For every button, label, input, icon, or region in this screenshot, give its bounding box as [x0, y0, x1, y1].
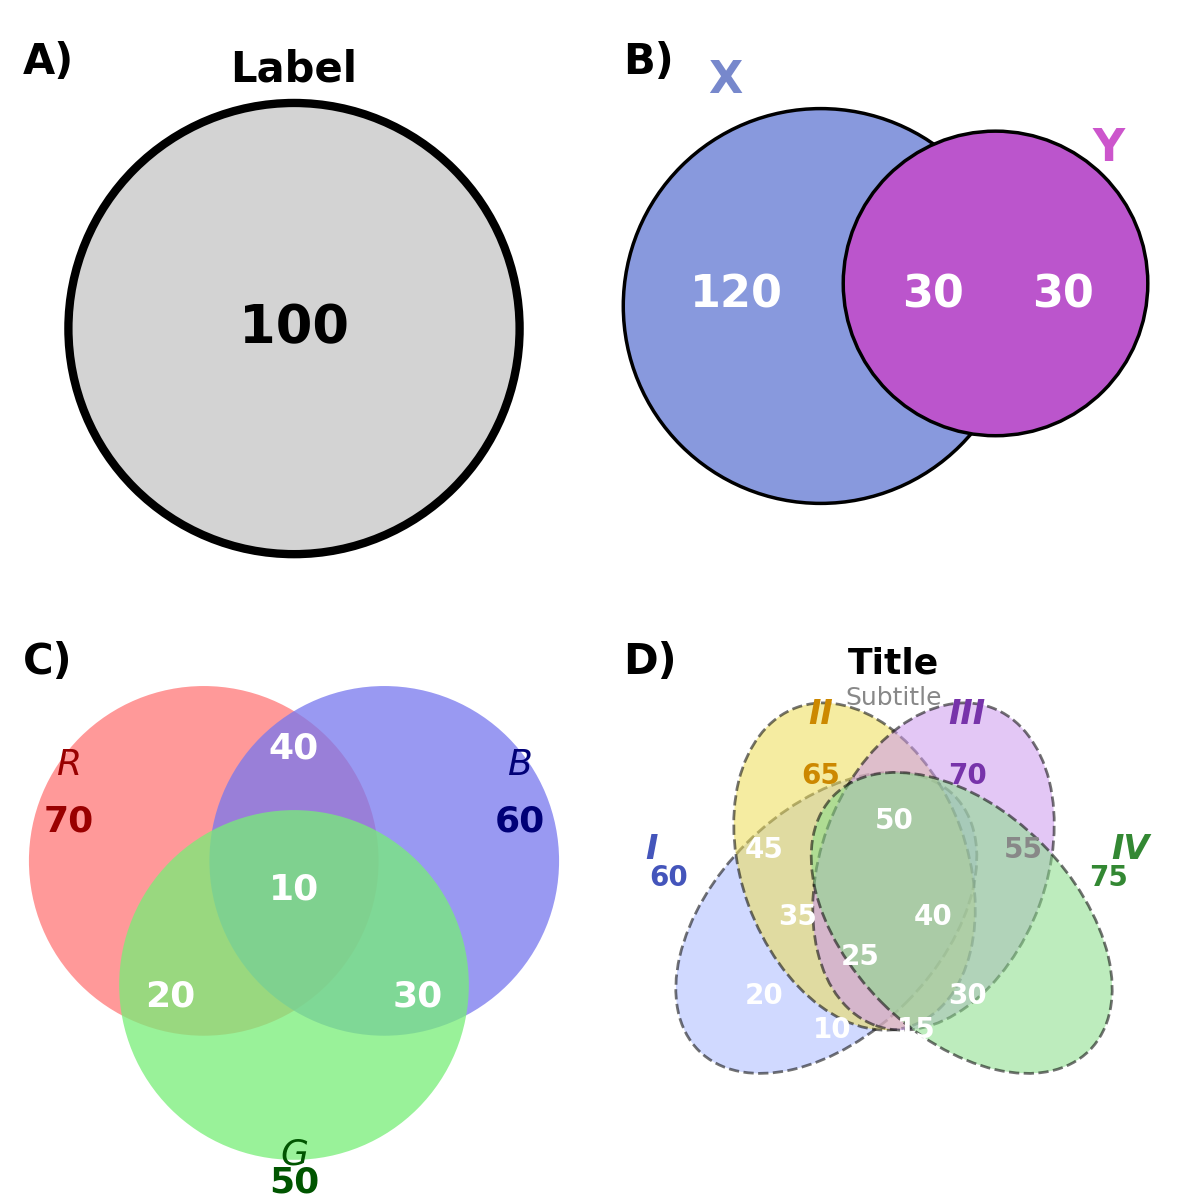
Text: 70: 70	[948, 762, 986, 791]
Circle shape	[68, 103, 520, 554]
Ellipse shape	[676, 773, 977, 1074]
Text: 20: 20	[145, 979, 196, 1013]
Text: B: B	[508, 748, 532, 782]
Text: 100: 100	[239, 302, 349, 354]
Text: IV: IV	[1111, 833, 1150, 866]
Circle shape	[29, 686, 379, 1036]
Text: 75: 75	[1088, 864, 1128, 892]
Circle shape	[119, 810, 469, 1159]
Text: Subtitle: Subtitle	[846, 686, 942, 710]
Text: R: R	[56, 748, 80, 782]
Text: 50: 50	[875, 808, 913, 835]
Text: 60: 60	[494, 804, 545, 839]
Text: 5: 5	[868, 1067, 887, 1094]
Text: 20: 20	[745, 983, 784, 1010]
Text: III: III	[949, 697, 986, 731]
Text: 30: 30	[902, 274, 965, 317]
Text: 120: 120	[690, 274, 782, 317]
Ellipse shape	[811, 773, 1112, 1074]
Text: II: II	[809, 697, 833, 731]
Circle shape	[844, 131, 1148, 436]
Text: 70: 70	[43, 804, 94, 839]
Ellipse shape	[733, 703, 976, 1030]
Text: B): B)	[623, 41, 674, 83]
Text: A): A)	[23, 41, 74, 83]
Text: G: G	[280, 1138, 308, 1171]
Text: 10: 10	[269, 872, 319, 906]
Circle shape	[210, 686, 559, 1036]
Text: 10: 10	[812, 1016, 851, 1044]
Text: 45: 45	[745, 835, 784, 864]
Text: 65: 65	[802, 762, 840, 791]
Text: Label: Label	[230, 48, 358, 90]
Text: 30: 30	[1032, 274, 1094, 317]
Text: 50: 50	[269, 1165, 319, 1199]
Text: Title: Title	[848, 647, 940, 680]
Text: Y: Y	[1092, 126, 1124, 169]
Text: D): D)	[623, 641, 677, 683]
Ellipse shape	[812, 703, 1055, 1030]
Text: X: X	[708, 59, 742, 102]
Text: 40: 40	[914, 904, 953, 931]
Text: 30: 30	[948, 983, 986, 1010]
Text: 35: 35	[779, 904, 817, 931]
Text: 60: 60	[649, 864, 688, 892]
Text: 15: 15	[898, 1016, 936, 1044]
Text: 25: 25	[841, 943, 880, 971]
Text: 40: 40	[269, 731, 319, 766]
Text: C): C)	[23, 641, 73, 683]
Text: I: I	[646, 833, 658, 866]
Text: 30: 30	[392, 979, 443, 1013]
Circle shape	[623, 108, 1018, 504]
Text: 55: 55	[1004, 835, 1043, 864]
